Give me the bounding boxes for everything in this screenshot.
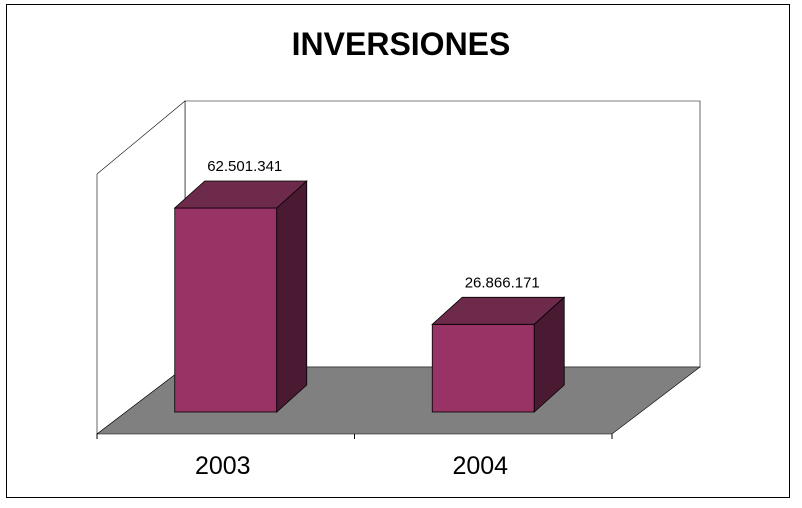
bar-front-2004 [431,323,535,413]
data-label-2003: 62.501.341 [207,158,282,175]
category-label-2003: 2003 [195,452,251,480]
bars [173,180,566,413]
bar-side-2003 [276,180,308,413]
bar-side-2004 [533,296,565,413]
chart-title: INVERSIONES [291,26,511,62]
bar-front-2003 [174,207,278,413]
category-label-2004: 2004 [452,452,508,480]
labels: 62.501.341 2003 26.866.171 2004 [195,158,540,480]
data-label-2004: 26.866.171 [465,274,540,291]
